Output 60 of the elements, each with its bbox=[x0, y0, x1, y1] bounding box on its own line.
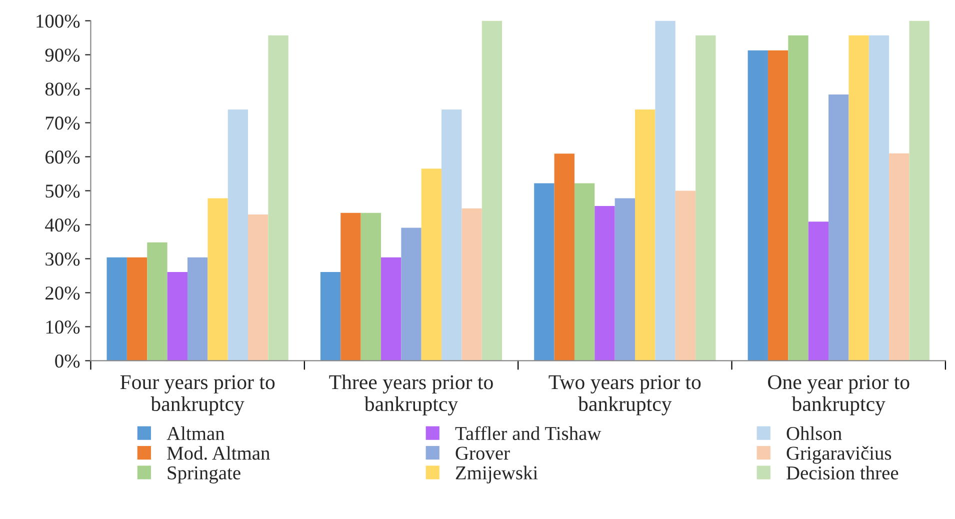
bar bbox=[106, 257, 127, 361]
legend-label: Grigaravičius bbox=[786, 446, 892, 464]
bar bbox=[788, 35, 808, 361]
y-tick-label: 30% bbox=[46, 252, 80, 266]
bar bbox=[360, 212, 381, 361]
bar bbox=[594, 206, 615, 361]
bar bbox=[421, 168, 442, 361]
y-tick-label: 0% bbox=[55, 354, 80, 368]
legend-label: Altman bbox=[166, 426, 225, 440]
legend-label: Springate bbox=[168, 466, 240, 484]
bar bbox=[228, 109, 248, 361]
bar bbox=[574, 183, 595, 361]
y-tick-label: 70% bbox=[46, 116, 80, 130]
legend-label: Decision three bbox=[786, 466, 898, 480]
y-tick-label: 40% bbox=[45, 218, 80, 232]
legend-label: Taffler and Tishaw bbox=[455, 426, 602, 440]
x-tick-label: Four years prior to bankruptcy bbox=[120, 375, 275, 416]
legend-label: Ohlson bbox=[786, 426, 842, 440]
y-tick-label: 20% bbox=[46, 286, 80, 300]
bar bbox=[126, 257, 148, 361]
bar bbox=[187, 257, 208, 361]
legend-label: Zmijewski bbox=[456, 466, 538, 484]
bar bbox=[554, 154, 574, 361]
bar bbox=[889, 153, 910, 361]
bar bbox=[748, 50, 768, 361]
bar bbox=[442, 109, 462, 361]
bar bbox=[268, 35, 288, 361]
bar bbox=[655, 20, 676, 361]
bar bbox=[808, 222, 829, 361]
legend-label: Grover bbox=[456, 446, 510, 460]
x-tick-label: Three years prior to bankruptcy bbox=[329, 374, 493, 416]
bar bbox=[614, 198, 636, 361]
bar bbox=[848, 35, 869, 361]
bar bbox=[147, 242, 168, 361]
y-tick-label: 80% bbox=[45, 82, 80, 96]
bar bbox=[768, 50, 788, 361]
bar bbox=[534, 183, 554, 361]
bar bbox=[909, 20, 930, 361]
bar bbox=[401, 228, 422, 361]
bar bbox=[167, 272, 188, 361]
bar bbox=[380, 257, 402, 361]
y-tick-label: 90% bbox=[45, 48, 80, 62]
bar bbox=[696, 35, 716, 361]
y-tick-label: 60% bbox=[46, 150, 80, 164]
bar bbox=[462, 208, 482, 361]
bar bbox=[340, 212, 361, 361]
y-tick-label: 50% bbox=[46, 184, 80, 198]
y-tick-label: 10% bbox=[46, 320, 80, 334]
bar bbox=[320, 272, 341, 361]
bar bbox=[675, 190, 696, 361]
bar bbox=[248, 214, 268, 361]
bar bbox=[635, 109, 656, 361]
x-tick-label: One year prior to bankruptcy bbox=[768, 375, 910, 416]
bar bbox=[828, 94, 849, 361]
y-tick-label: 100% bbox=[36, 14, 80, 28]
bar bbox=[208, 198, 228, 361]
legend-label: Mod. Altman bbox=[167, 446, 270, 460]
bar bbox=[868, 35, 890, 361]
x-tick-label: Two years prior to bankruptcy bbox=[548, 375, 701, 416]
bar bbox=[482, 20, 502, 361]
